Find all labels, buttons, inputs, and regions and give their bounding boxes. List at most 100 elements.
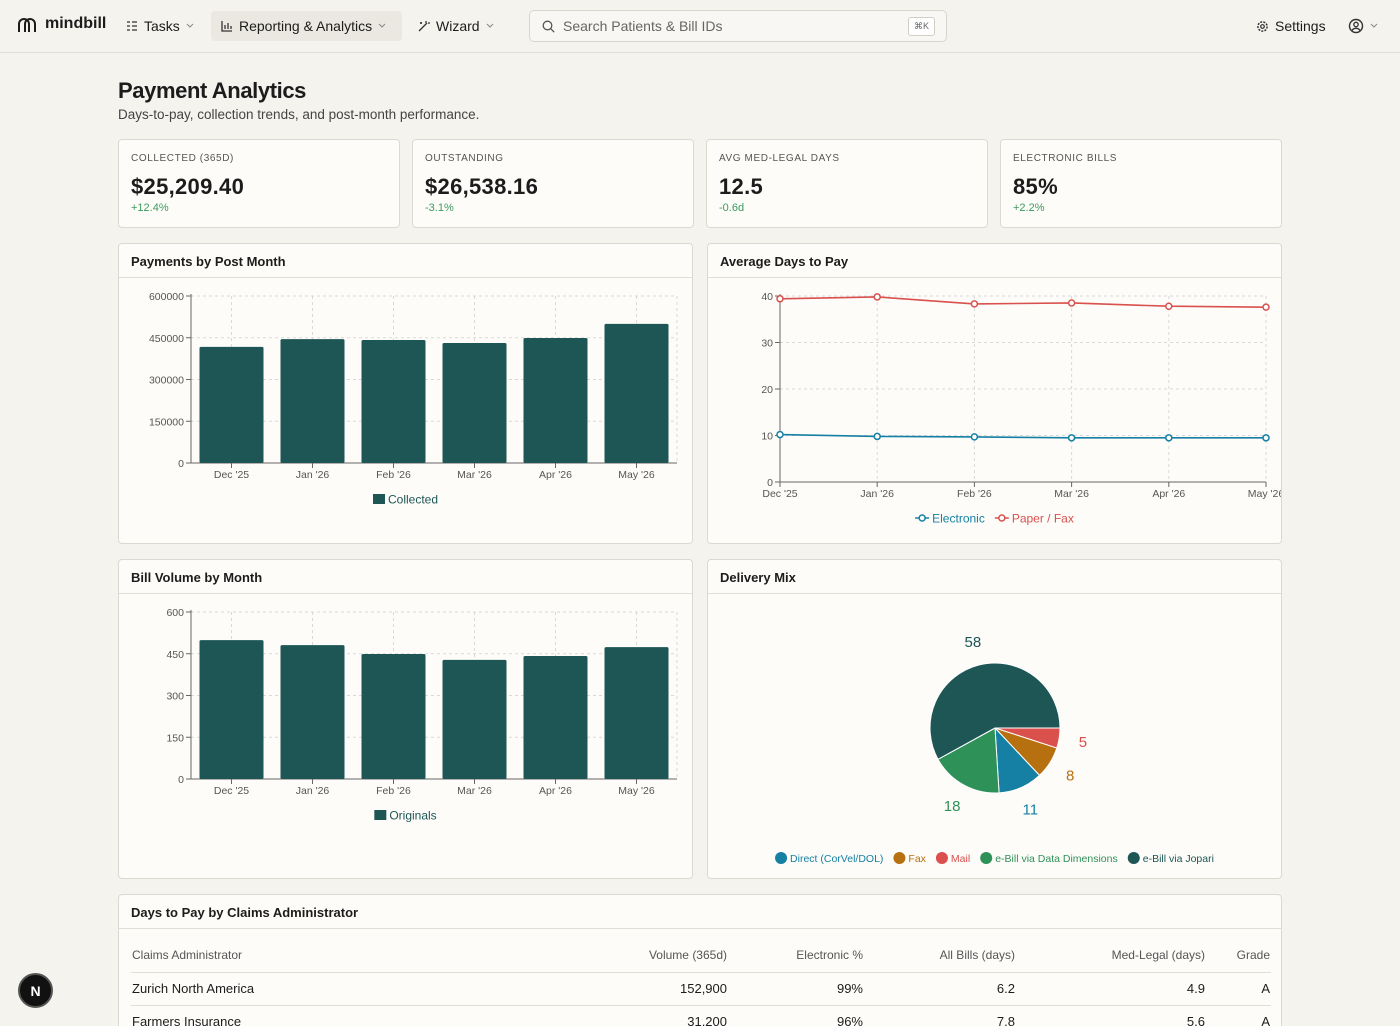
chart: 0 150 300 450 600 Dec '25 Jan '26 Feb '26 Mar '2… — [166, 607, 678, 822]
table-cell: 31,200 — [578, 1004, 728, 1026]
x-tick-label: Dec '25 — [214, 785, 249, 797]
pie-slice — [937, 727, 1000, 794]
y-tick-label: 150 — [166, 732, 184, 744]
legend: Direct (CorVel/DOL) Fax Mail e-Bill via Dat… — [775, 852, 1214, 865]
card-title: Payments by Post Month — [119, 244, 692, 278]
kpi-card: OUTSTANDING $26,538.16 -3.1% — [412, 139, 694, 228]
legend-item: Collected — [372, 492, 438, 506]
bar — [604, 647, 669, 779]
x-tick-label: May '26 — [618, 469, 655, 481]
nav-label: Wizard — [436, 18, 480, 34]
card-title: Bill Volume by Month — [119, 560, 692, 594]
chart: 0 150000 300000 450000 600000 Dec '25 Jan '26 F… — [149, 291, 678, 506]
point — [873, 293, 881, 301]
y-tick-label: 300000 — [149, 375, 184, 387]
search-placeholder: Search Patients & Bill IDs — [563, 18, 723, 34]
legend-swatch — [775, 852, 788, 864]
x-tick-label: Dec '25 — [762, 488, 797, 500]
legend-label: Mail — [951, 853, 970, 865]
point — [1262, 434, 1270, 442]
y-tick-label: 450 — [166, 649, 184, 661]
pie-label: 18 — [944, 798, 961, 815]
chart: 0 10 20 30 40 Dec '25 Jan '26 Feb '26 Mar '26 Apr… — [761, 291, 1284, 525]
legend-swatch — [935, 852, 948, 864]
pie-label: 58 — [965, 634, 982, 651]
legend-item: e-Bill via Jopari — [1127, 852, 1214, 865]
bar — [442, 659, 507, 779]
x-tick-label: Jan '26 — [860, 488, 894, 500]
x-tick-label: Feb '26 — [957, 488, 992, 500]
bar — [199, 346, 264, 463]
pie-label: 11 — [1023, 802, 1039, 819]
nav-wizard[interactable]: Wizard — [408, 11, 504, 41]
brand[interactable]: mindbill — [17, 15, 106, 33]
nav-tasks[interactable]: Tasks — [116, 11, 204, 41]
pie-slice — [929, 662, 1061, 760]
line — [779, 433, 1266, 439]
nav-settings[interactable]: Settings — [1246, 11, 1336, 41]
point — [1067, 434, 1076, 442]
legend-label: Direct (CorVel/DOL) — [790, 853, 883, 865]
legend-item: e-Bill via Data Dimensions — [980, 852, 1118, 865]
line — [779, 296, 1267, 308]
bar — [199, 640, 264, 779]
x-tick-label: Mar '26 — [1054, 488, 1089, 500]
legend-item: Mail — [935, 852, 970, 865]
y-tick-label: 10 — [761, 431, 773, 443]
legend-label: e-Bill via Jopari — [1143, 853, 1214, 865]
bar — [523, 655, 588, 779]
nav-reporting[interactable]: Reporting & Analytics — [211, 11, 402, 41]
y-tick-label: 20 — [761, 384, 773, 396]
chart-card: Payments by Post Month 0 150000 300000 4500… — [118, 243, 693, 544]
chart-card: Average Days to Pay 0 10 20 30 40 Dec '25 Jan … — [707, 243, 1284, 544]
kpi-delta: -3.1% — [425, 202, 454, 214]
brand-name: mindbill — [45, 15, 107, 32]
legend-label: Paper / Fax — [1012, 511, 1074, 525]
nav-label: Tasks — [144, 18, 180, 34]
caret — [1370, 23, 1378, 28]
kpi-delta: +2.2% — [1013, 202, 1045, 214]
point — [776, 430, 784, 439]
card-title: Average Days to Pay — [708, 244, 1281, 278]
kpi-label: ELECTRONIC BILLS — [1013, 153, 1118, 164]
x-tick-label: May '26 — [1248, 488, 1281, 500]
admin-table: Claims Administrator Volume (365d) Electro… — [131, 939, 1271, 1026]
legend-label: e-Bill via Data Dimensions — [995, 853, 1118, 865]
search-box[interactable]: Search Patients & Bill IDs ⌘K — [529, 10, 947, 42]
kpi-value: $25,209.40 — [131, 174, 245, 199]
search-icon — [542, 20, 555, 33]
point — [1067, 299, 1076, 307]
legend-swatch — [374, 810, 387, 820]
caret — [486, 23, 493, 28]
column-header: Volume (365d) — [648, 948, 727, 963]
legend-swatch — [998, 514, 1006, 522]
chart-card: Bill Volume by Month 0 150 300 450 600 Dec '2… — [118, 559, 693, 879]
page-subtitle: Days-to-pay, collection trends, and post… — [118, 107, 480, 122]
column-header: Grade — [1236, 948, 1270, 963]
table-row: Zurich North America 152,900 99% 6.2 4.9 A — [131, 971, 1271, 1005]
table-cell: 96% — [728, 1004, 864, 1026]
dev-badge[interactable]: N — [18, 973, 53, 1008]
x-tick-label: May '26 — [618, 785, 655, 797]
column-header: Med-Legal (days) — [1111, 948, 1205, 963]
user-menu[interactable] — [1338, 11, 1388, 41]
legend-swatch — [372, 494, 385, 504]
icon — [1348, 18, 1364, 34]
table-cell: 152,900 — [578, 971, 728, 1005]
legend-label: Electronic — [932, 511, 985, 525]
table-cell: Farmers Insurance — [131, 1004, 578, 1026]
legend-item: Direct (CorVel/DOL) — [775, 852, 883, 865]
x-tick-label: Apr '26 — [539, 785, 572, 797]
bar — [280, 645, 345, 779]
legend-swatch — [1127, 852, 1140, 864]
bar — [523, 338, 588, 463]
legend-item: Paper / Fax — [994, 511, 1074, 525]
kpi-value: 85% — [1013, 174, 1058, 199]
point — [776, 295, 784, 303]
legend-swatch — [980, 852, 993, 864]
kpi-label: OUTSTANDING — [425, 153, 504, 164]
kpi-label: COLLECTED (365D) — [131, 153, 234, 164]
table-card: Days to Pay by Claims Administrator Clai… — [118, 894, 1282, 1026]
nav-label: Settings — [1275, 18, 1326, 34]
caret — [378, 23, 386, 28]
